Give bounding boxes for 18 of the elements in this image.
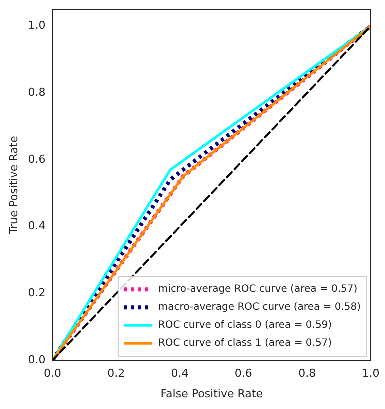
x-tick-label: 0.0 — [44, 367, 62, 380]
y-tick-label: 0.6 — [28, 152, 46, 166]
y-axis-title: True Positive Rate — [7, 136, 20, 236]
legend-label: ROC curve of class 0 (area = 0.59) — [158, 320, 332, 332]
y-tick-label: 0.0 — [28, 353, 46, 366]
x-axis-title: False Positive Rate — [160, 387, 264, 400]
legend-label: macro-average ROC curve (area = 0.58) — [158, 302, 362, 314]
y-tick-label: 0.8 — [28, 86, 46, 100]
legend-label: micro-average ROC curve (area = 0.57) — [158, 284, 358, 296]
x-tick-label: 0.6 — [234, 367, 252, 380]
x-tick-label: 1.0 — [362, 367, 380, 380]
legend-label: ROC curve of class 1 (area = 0.57) — [158, 338, 332, 350]
y-tick-label: 0.4 — [28, 220, 46, 233]
x-tick-label: 0.2 — [108, 367, 126, 380]
x-tick-label: 0.4 — [171, 367, 189, 380]
y-tick-label: 1.0 — [28, 19, 46, 32]
y-tick-label: 0.2 — [28, 286, 46, 300]
x-tick-label: 0.8 — [298, 367, 316, 380]
